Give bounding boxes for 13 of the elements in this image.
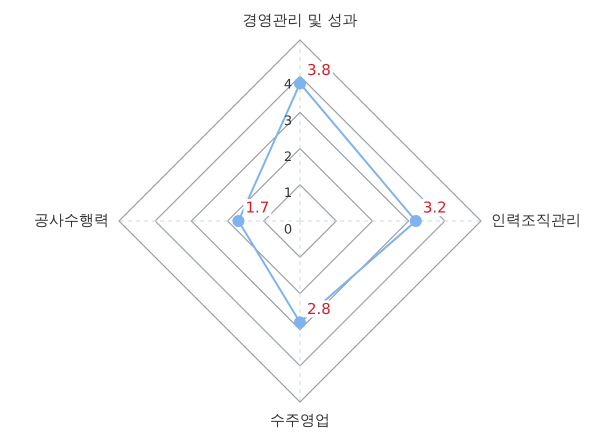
- data-label: 1.7: [245, 198, 270, 216]
- spoke-label: 인력조직관리: [491, 210, 581, 229]
- y-tick-label: 0: [284, 222, 292, 238]
- spoke-label: 공사수행력: [34, 210, 109, 229]
- data-label: 3.2: [422, 198, 447, 216]
- spoke-label: 경영관리 및 성과: [242, 10, 358, 29]
- spoke-label: 수주영업: [270, 410, 330, 429]
- y-tick-label: 3: [284, 114, 292, 129]
- y-tick-label: 1: [284, 186, 292, 202]
- data-label: 2.8: [307, 300, 331, 318]
- data-label: 3.8: [307, 60, 331, 79]
- y-tick-label: 2: [284, 150, 292, 165]
- y-tick-label: 4: [284, 78, 292, 93]
